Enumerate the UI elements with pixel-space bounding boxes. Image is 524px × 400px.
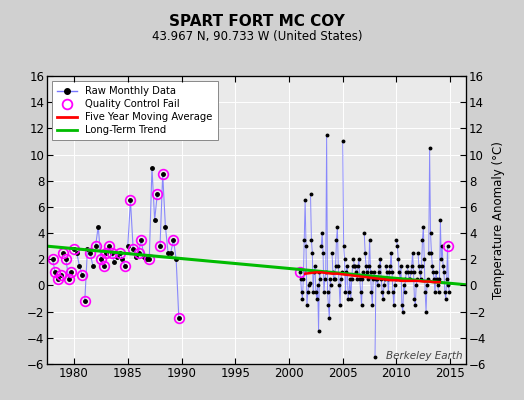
Text: 43.967 N, 90.733 W (United States): 43.967 N, 90.733 W (United States) <box>151 30 362 43</box>
Y-axis label: Temperature Anomaly (°C): Temperature Anomaly (°C) <box>492 141 505 299</box>
Legend: Raw Monthly Data, Quality Control Fail, Five Year Moving Average, Long-Term Tren: Raw Monthly Data, Quality Control Fail, … <box>52 81 217 140</box>
Text: SPART FORT MC COY: SPART FORT MC COY <box>169 14 345 29</box>
Text: Berkeley Earth: Berkeley Earth <box>386 351 462 361</box>
